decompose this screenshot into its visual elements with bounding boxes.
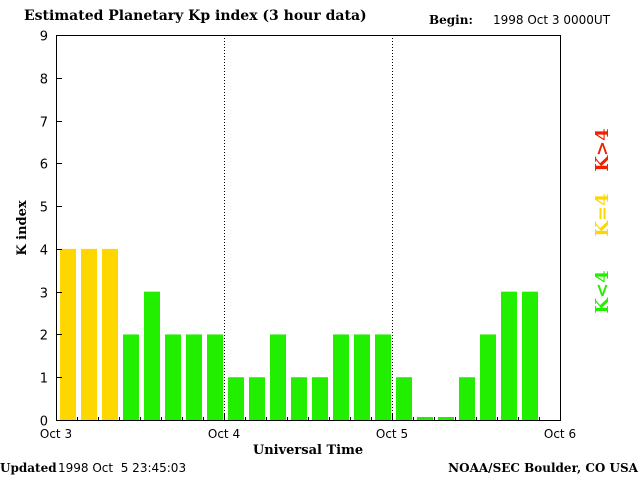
kp-bar (60, 248, 76, 420)
y-axis-title: K index (15, 200, 30, 256)
axes-layer (56, 35, 561, 421)
kp-bar (354, 334, 370, 420)
x-tick-label: Oct 4 (208, 427, 240, 441)
kp-bar (396, 377, 412, 420)
legend-item: K<4 (592, 270, 613, 313)
legend-item: K=4 (592, 193, 613, 236)
kp-bar (102, 248, 118, 420)
kp-bar (165, 334, 181, 420)
y-tick-label: 9 (40, 30, 48, 45)
kp-bar (522, 291, 538, 420)
begin-label: Begin: (429, 13, 473, 27)
kp-bar (438, 417, 454, 420)
y-tick-label: 6 (40, 158, 48, 173)
labels-layer: 0 1 2 3 4 5 6 7 8 9 Oct 3 Oct 4 Oct 5 Oct 6 Universal … (15, 30, 576, 459)
kp-bar (480, 334, 496, 420)
y-tick-label: 4 (40, 244, 48, 259)
x-tick-label: Oct 3 (40, 427, 72, 441)
legend-layer: K<4 K=4 K>4 (592, 128, 613, 313)
kp-bar (270, 334, 286, 420)
legend-item: K>4 (592, 128, 613, 171)
plot-frame (56, 35, 561, 421)
y-tick-label: 0 (40, 415, 48, 430)
bars-layer (60, 248, 538, 420)
y-tick-label: 7 (40, 116, 48, 131)
y-tick-label: 3 (40, 287, 48, 302)
x-tick-label: Oct 6 (544, 427, 576, 441)
y-tick-label: 1 (40, 372, 48, 387)
x-tick-label: Oct 5 (376, 427, 408, 441)
kp-bar (249, 377, 265, 420)
begin-value: 1998 Oct 3 0000UT (493, 13, 611, 27)
kp-bar (501, 291, 517, 420)
x-axis-title: Universal Time (253, 443, 363, 458)
kp-bar (207, 334, 223, 420)
kp-bar (186, 334, 202, 420)
y-tick-label: 5 (40, 201, 48, 216)
kp-bar (228, 377, 244, 420)
kp-bar (375, 334, 391, 420)
kp-bar (459, 377, 475, 420)
y-tick-label: 2 (40, 329, 48, 344)
kp-bar (144, 291, 160, 420)
kp-bar (312, 377, 328, 420)
chart-title: Estimated Planetary Kp index (3 hour dat… (24, 8, 367, 24)
kp-bar (417, 417, 433, 420)
updated-value: 1998 Oct 5 23:45:03 (58, 461, 187, 475)
kp-bar (123, 334, 139, 420)
kp-bar (291, 377, 307, 420)
updated-label: Updated (0, 461, 57, 475)
y-tick-label: 8 (40, 73, 48, 88)
kp-bar (81, 248, 97, 420)
credit-label: NOAA/SEC Boulder, CO USA (448, 461, 638, 475)
kp-bar (333, 334, 349, 420)
